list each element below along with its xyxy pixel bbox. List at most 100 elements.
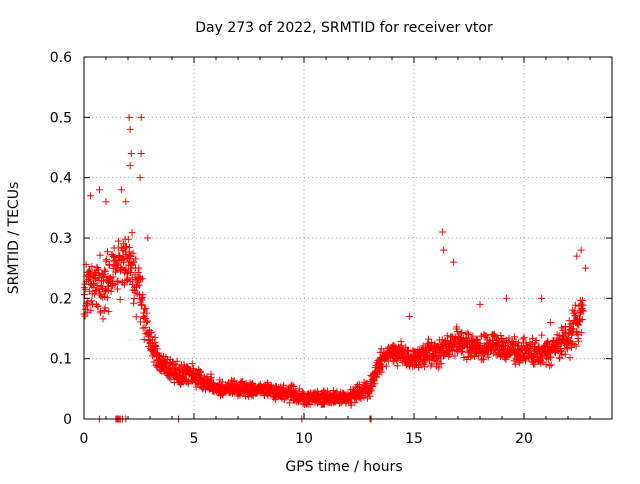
- data-point: [116, 296, 124, 304]
- data-point: [440, 246, 448, 254]
- y-tick-label: 0.5: [50, 110, 72, 126]
- data-point: [563, 345, 571, 353]
- data-point: [101, 304, 109, 312]
- data-point: [363, 379, 371, 387]
- data-point: [303, 399, 311, 407]
- data-point: [522, 343, 530, 351]
- data-point: [366, 392, 374, 400]
- data-point: [101, 266, 109, 274]
- data-point: [382, 362, 390, 370]
- data-point: [502, 294, 510, 302]
- data-point: [90, 279, 98, 287]
- data-point: [393, 362, 401, 370]
- data-point: [126, 269, 134, 277]
- data-point: [497, 352, 505, 360]
- y-axis-label: SRMTID / TECUs: [6, 182, 22, 295]
- data-point: [124, 235, 132, 243]
- data-point: [565, 330, 573, 338]
- data-point: [368, 387, 376, 395]
- data-points: [80, 113, 590, 423]
- data-point: [144, 234, 152, 242]
- data-point: [109, 273, 117, 281]
- data-point: [189, 364, 197, 372]
- data-point: [95, 266, 103, 274]
- grid-lines: [84, 57, 612, 419]
- data-point: [107, 287, 115, 295]
- data-point: [114, 260, 122, 268]
- data-point: [88, 263, 96, 271]
- data-point: [575, 321, 583, 329]
- data-point: [406, 312, 414, 320]
- data-point: [264, 379, 272, 387]
- data-point: [450, 258, 458, 266]
- data-point: [135, 281, 143, 289]
- data-point: [400, 348, 408, 356]
- data-point: [126, 162, 134, 170]
- axis-ticks: 0 5 10 15 20 0 0.1 0.2 0.3 0.4 0.5 0.6: [50, 50, 613, 447]
- y-tick-label: 0.2: [50, 291, 72, 307]
- data-point: [578, 329, 586, 337]
- data-point: [453, 323, 461, 331]
- data-point: [103, 294, 111, 302]
- data-point: [137, 295, 145, 303]
- data-point: [105, 308, 113, 316]
- data-point: [147, 329, 155, 337]
- x-axis-label: GPS time / hours: [285, 459, 402, 475]
- data-point: [578, 316, 586, 324]
- data-point: [500, 345, 508, 353]
- data-point: [562, 329, 570, 337]
- data-point: [572, 342, 580, 350]
- data-point: [371, 380, 379, 388]
- data-point: [120, 281, 128, 289]
- data-point: [96, 251, 104, 259]
- data-point: [115, 237, 123, 245]
- data-point: [90, 281, 98, 289]
- data-point: [143, 317, 151, 325]
- data-point: [218, 378, 226, 386]
- data-point: [142, 305, 150, 313]
- data-point: [162, 363, 170, 371]
- data-point: [206, 375, 214, 383]
- data-point: [134, 268, 142, 276]
- data-point: [102, 198, 110, 206]
- data-point: [454, 346, 462, 354]
- data-point: [135, 264, 143, 272]
- data-point: [113, 266, 121, 274]
- data-point: [91, 269, 99, 277]
- data-point: [458, 328, 466, 336]
- data-point: [130, 299, 138, 307]
- data-point: [132, 255, 140, 263]
- data-point: [117, 186, 125, 194]
- data-point: [141, 323, 149, 331]
- data-point: [87, 306, 95, 314]
- data-point: [469, 332, 477, 340]
- data-point: [114, 285, 122, 293]
- data-point: [183, 363, 191, 371]
- data-point: [436, 355, 444, 363]
- x-tick-label: 0: [80, 431, 89, 447]
- data-point: [128, 229, 136, 237]
- data-point: [538, 294, 546, 302]
- data-point: [578, 296, 586, 304]
- data-point: [104, 283, 112, 291]
- data-point: [103, 255, 111, 263]
- data-point: [448, 347, 456, 355]
- data-point: [321, 400, 329, 408]
- data-point: [378, 368, 386, 376]
- data-point: [428, 360, 436, 368]
- data-point: [151, 333, 159, 341]
- data-point: [505, 334, 513, 342]
- data-point: [458, 347, 466, 355]
- data-point: [474, 352, 482, 360]
- data-point: [101, 267, 109, 275]
- data-point: [126, 125, 134, 133]
- data-point: [153, 345, 161, 353]
- data-point: [574, 337, 582, 345]
- data-point: [482, 331, 490, 339]
- data-point: [125, 113, 133, 121]
- data-point: [464, 329, 472, 337]
- data-point: [520, 334, 528, 342]
- data-point: [84, 298, 92, 306]
- data-point: [81, 312, 89, 320]
